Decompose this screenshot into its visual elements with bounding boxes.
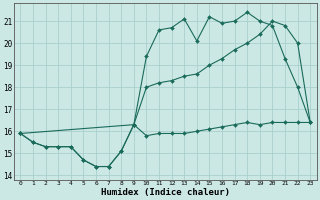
X-axis label: Humidex (Indice chaleur): Humidex (Indice chaleur) (101, 188, 230, 197)
